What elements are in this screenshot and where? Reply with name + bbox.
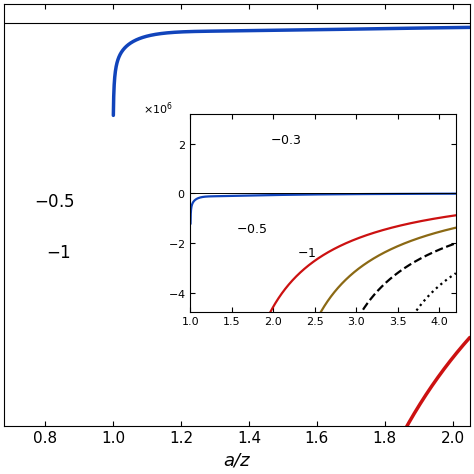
Text: $-1$: $-1$ xyxy=(46,244,71,262)
X-axis label: a/z: a/z xyxy=(224,452,250,470)
Text: $-0.5$: $-0.5$ xyxy=(35,193,75,211)
